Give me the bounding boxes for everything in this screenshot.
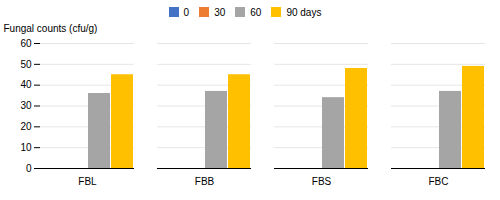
svg-text:10: 10 xyxy=(20,142,32,153)
html-text:0: 0 xyxy=(183,6,190,18)
svg-text:FBL: FBL xyxy=(78,176,97,187)
svg-text:0: 0 xyxy=(26,163,32,174)
html-text:60: 60 xyxy=(250,6,262,18)
svg-text:FBB: FBB xyxy=(195,176,215,187)
svg-text:Fungal counts (cfu/g): Fungal counts (cfu/g) xyxy=(4,23,98,34)
svg-text:20: 20 xyxy=(20,121,32,132)
svg-text:40: 40 xyxy=(20,79,32,90)
svg-text:FBC: FBC xyxy=(429,176,449,187)
svg-text:50: 50 xyxy=(20,59,32,70)
svg-text:60: 60 xyxy=(20,38,32,49)
html-text:30: 30 xyxy=(214,6,226,18)
html-text:90 days: 90 days xyxy=(286,6,322,18)
svg-text:FBS: FBS xyxy=(312,176,332,187)
svg-text:30: 30 xyxy=(20,100,32,111)
